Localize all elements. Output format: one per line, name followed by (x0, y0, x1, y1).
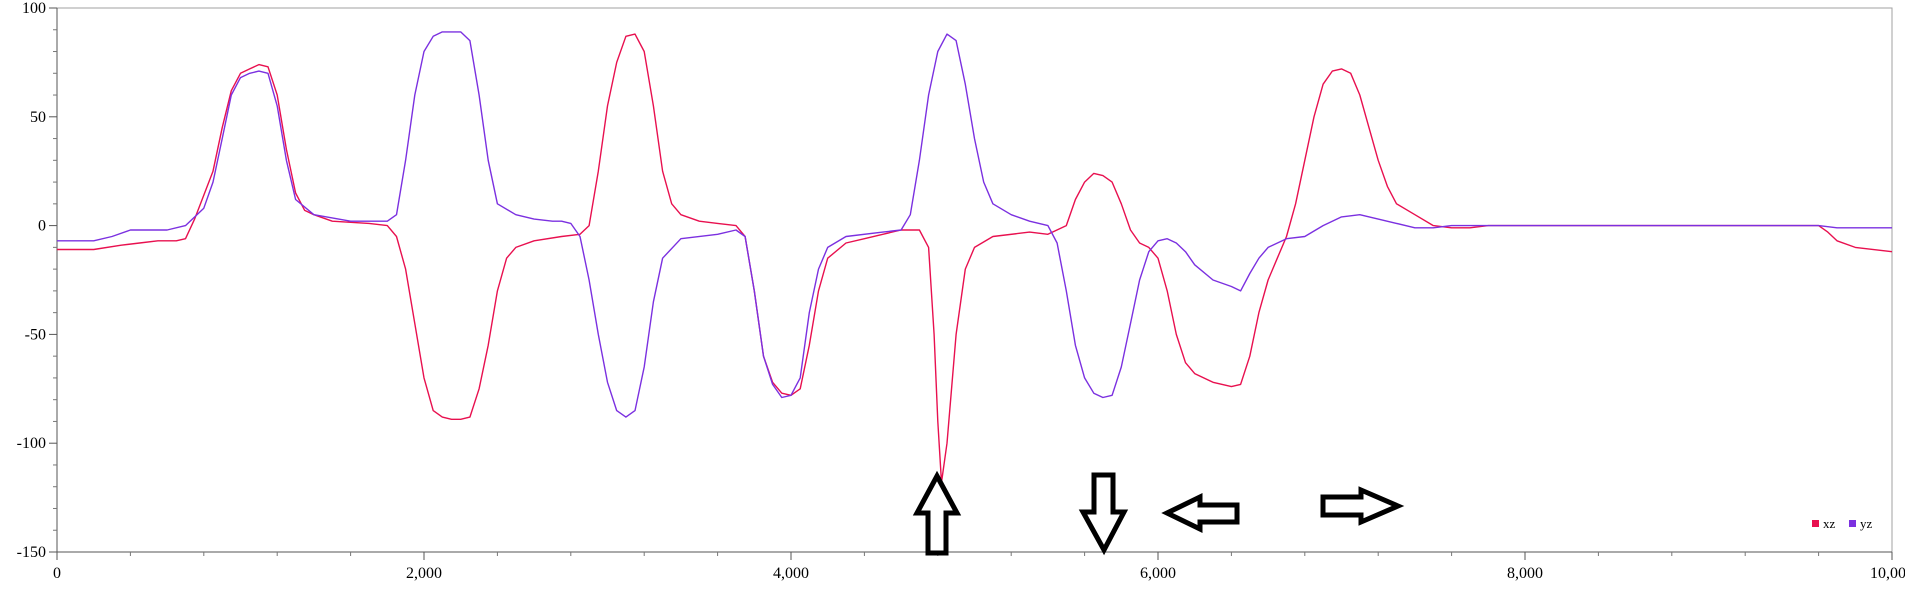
series-line-yz (57, 31, 1892, 418)
legend: xz yz (1812, 516, 1873, 531)
x-tick-label: 0 (53, 565, 61, 582)
x-tick-label: 8,000 (1507, 565, 1543, 582)
y-tick-label: -150 (17, 544, 46, 561)
y-tick-label: 0 (38, 218, 46, 235)
left-arrow-icon (1161, 493, 1240, 533)
x-tick-label: 10,000 (1870, 565, 1905, 582)
series-lines (57, 31, 1893, 484)
right-arrow-icon (1320, 486, 1405, 526)
x-tick-label: 2,000 (406, 565, 442, 582)
annotation-arrows (912, 470, 1405, 556)
plot-area-frame (56, 7, 1893, 553)
down-arrow-icon (1078, 472, 1129, 556)
y-tick-label: -50 (25, 326, 46, 343)
legend-label-yz: yz (1860, 516, 1873, 531)
x-tick-label: 4,000 (773, 565, 809, 582)
y-tick-label: 50 (30, 109, 46, 126)
legend-label-xz: xz (1823, 516, 1836, 531)
y-tick-label: -100 (17, 435, 46, 452)
y-tick-label: 100 (22, 0, 46, 17)
x-tick-label: 6,000 (1140, 565, 1176, 582)
series-line-xz (57, 33, 1893, 484)
legend-swatch-xz (1812, 520, 1819, 527)
up-arrow-icon (912, 470, 962, 556)
axes: 100 50 0 -50 -100 -150 0 2,000 4,000 6,000 8,000 10… (17, 0, 1905, 582)
legend-swatch-yz (1849, 520, 1856, 527)
